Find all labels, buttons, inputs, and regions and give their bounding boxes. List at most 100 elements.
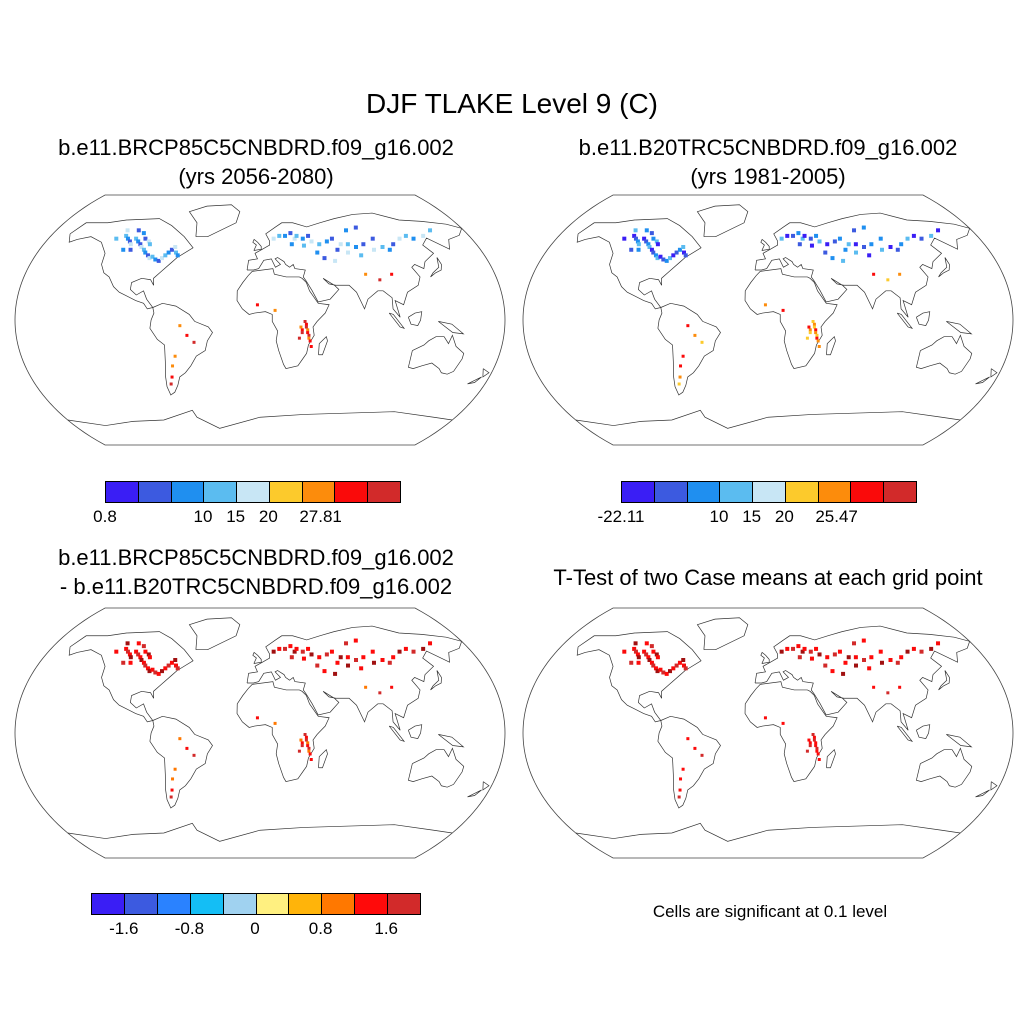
lake-cell	[391, 655, 396, 660]
lake-cell	[805, 749, 809, 753]
colorbar-tick-label: 15	[742, 507, 762, 526]
colorbar-swatch	[753, 482, 786, 502]
panel-title-20tr-line1: b.e11.B20TRC5CNBDRD.f09_g16.002	[578, 135, 958, 160]
lake-cell	[370, 649, 375, 654]
coastline	[252, 651, 262, 664]
lake-cell	[649, 644, 654, 649]
coastline	[938, 670, 950, 691]
lake-cell	[338, 242, 343, 247]
lake-cell	[664, 258, 669, 263]
colorbar-swatch	[851, 482, 885, 502]
coastline	[388, 312, 406, 330]
coastline	[946, 321, 973, 335]
lake-cell	[175, 666, 180, 671]
coastline	[236, 268, 330, 370]
significance-note: Cells are significant at 0.1 level	[652, 902, 888, 921]
lake-cell	[277, 233, 282, 238]
coastline	[896, 312, 914, 330]
lake-cell	[853, 242, 858, 247]
panel-title-rcp85-line1: b.e11.BRCP85C5CNBDRD.f09_g16.002	[58, 135, 454, 160]
lake-cell	[128, 660, 133, 665]
map-20tr	[522, 194, 1014, 446]
lake-cell	[800, 236, 805, 241]
lake-cell	[333, 671, 338, 676]
lake-cell	[796, 644, 801, 649]
lake-cell	[315, 250, 320, 255]
lake-cell	[808, 328, 812, 332]
lake-cell	[919, 236, 924, 241]
lake-cell	[153, 670, 158, 675]
coastline	[67, 409, 453, 429]
lake-cell	[832, 652, 837, 657]
lake-cell	[303, 320, 307, 323]
panel-title-diff-line2: - b.e11.B20TRC5CNBDRD.f09_g16.002	[59, 574, 453, 599]
colorbar-swatch	[157, 894, 191, 914]
lake-cell	[633, 228, 638, 233]
lake-cell	[299, 325, 303, 329]
coastline	[946, 734, 973, 748]
lake-cell	[644, 239, 649, 244]
colorbar-swatch	[322, 894, 356, 914]
lake-cell	[143, 663, 148, 668]
lake-cell	[791, 646, 796, 651]
lake-cell	[785, 646, 790, 651]
lake-cell	[306, 328, 310, 332]
lake-cell	[779, 649, 784, 654]
lake-cell	[779, 236, 784, 241]
lake-cell	[888, 245, 893, 249]
colorbar-rcp85	[105, 481, 401, 503]
coastline	[915, 334, 973, 375]
lake-cell	[294, 646, 299, 651]
lake-cell	[791, 233, 796, 238]
lake-cell	[785, 233, 790, 238]
lake-cell	[192, 753, 196, 757]
lake-cell	[651, 236, 656, 241]
colorbar-swatch	[171, 482, 205, 502]
lake-cell	[297, 336, 301, 340]
coastline	[407, 334, 465, 375]
lake-cell	[121, 247, 126, 252]
lake-cell	[811, 733, 815, 736]
coastline	[67, 822, 453, 842]
coastline	[575, 822, 961, 842]
lake-cell	[651, 663, 656, 668]
lake-cell	[781, 721, 785, 725]
lake-cell	[160, 669, 165, 674]
lake-cell	[300, 328, 304, 332]
colorbar-swatch	[388, 894, 421, 914]
lake-cell	[127, 239, 132, 244]
lake-cell	[678, 375, 682, 379]
lake-cell	[664, 671, 669, 676]
lake-cell	[681, 767, 685, 771]
lake-cell	[854, 250, 859, 255]
lake-cell	[380, 245, 385, 249]
lake-cell	[378, 691, 382, 695]
coastline	[407, 747, 465, 788]
lake-cell	[139, 658, 144, 662]
lake-cell	[862, 658, 867, 662]
coastline	[149, 302, 213, 396]
lake-cell	[668, 669, 673, 674]
lake-cell	[309, 239, 314, 244]
lake-cell	[814, 646, 819, 651]
lake-cell	[346, 663, 351, 668]
lake-cell	[333, 258, 338, 263]
lake-cell	[895, 660, 900, 665]
lake-cell	[852, 228, 857, 233]
lake-cell	[289, 242, 294, 247]
colorbar-tick-label: 15	[226, 507, 246, 526]
lake-cell	[307, 749, 311, 753]
lake-cell	[322, 669, 327, 674]
lake-cell	[812, 322, 816, 326]
lake-cell	[138, 655, 143, 660]
lake-cell	[421, 646, 426, 651]
lake-cell	[911, 233, 916, 238]
lake-cell	[781, 308, 785, 312]
lake-cell	[814, 331, 818, 335]
lake-cell	[178, 737, 182, 741]
panel-title-ttest: T-Test of two Case means at each grid po…	[512, 563, 1024, 592]
lake-cell	[125, 641, 130, 646]
lake-cell	[128, 247, 133, 252]
lake-cell	[808, 741, 812, 745]
lake-cell	[642, 649, 647, 654]
